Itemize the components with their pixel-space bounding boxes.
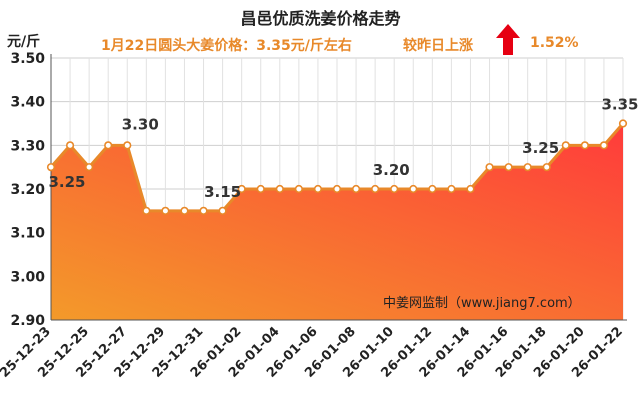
data-point (180, 206, 189, 215)
data-point (123, 141, 132, 150)
y-tick-labels: 2.90 3.00 3.10 3.20 3.30 3.40 3.50 (10, 51, 45, 329)
change-percent: 1.52% (530, 35, 579, 51)
data-point (256, 184, 265, 194)
data-point (561, 141, 570, 150)
y-axis-unit: 元/斤 (7, 34, 41, 50)
data-point (104, 141, 113, 150)
x-tick-labels: 25-12-2325-12-2525-12-2725-12-2925-12-31… (0, 324, 626, 381)
data-point (237, 184, 246, 194)
watermark: 中姜网监制（www.jiang7.com） (383, 296, 581, 311)
data-point (275, 184, 284, 194)
up-arrow-icon (496, 24, 520, 55)
chart-title: 昌邑优质洗姜价格走势 (240, 9, 401, 28)
data-label: 3.15 (204, 183, 241, 201)
data-point (313, 184, 323, 194)
data-point (351, 184, 361, 194)
data-point (199, 206, 208, 215)
data-point (466, 184, 475, 194)
data-point (371, 184, 380, 194)
data-point (523, 163, 532, 172)
y-tick-label: 3.30 (10, 138, 45, 154)
y-tick-label: 3.10 (10, 226, 45, 242)
y-tick-label: 3.00 (10, 269, 45, 285)
data-point (142, 206, 151, 215)
y-tick-label: 3.40 (10, 95, 45, 111)
data-point (580, 141, 589, 150)
data-label: 3.20 (373, 161, 410, 179)
data-point (428, 184, 437, 194)
data-point (46, 163, 56, 172)
data-point (542, 163, 551, 172)
y-tick-label: 3.50 (10, 51, 45, 67)
data-label: 3.25 (522, 139, 559, 157)
data-point (447, 184, 456, 194)
price-summary: 1月22日圆头大姜价格：3.35元/斤左右 (101, 38, 352, 54)
data-label: 3.35 (601, 96, 638, 114)
data-point (485, 163, 494, 172)
data-label: 3.30 (122, 115, 159, 133)
data-label: 3.25 (48, 173, 85, 191)
change-label: 较昨日上涨 (403, 38, 473, 54)
data-point (599, 141, 609, 150)
data-point (294, 184, 303, 194)
data-labels: 3.25 3.30 3.15 3.20 3.25 3.35 (48, 96, 638, 201)
data-point (218, 206, 227, 215)
area-path (51, 123, 623, 320)
data-point (65, 141, 75, 150)
data-point (504, 163, 513, 172)
axes (50, 54, 627, 321)
data-point (618, 119, 628, 128)
data-point (390, 184, 399, 194)
data-point (332, 184, 342, 194)
data-point (161, 206, 170, 215)
area-fill (51, 123, 623, 320)
data-point (409, 184, 418, 194)
data-points (46, 119, 628, 215)
data-point (85, 163, 94, 172)
y-tick-label: 2.90 (10, 313, 45, 329)
y-tick-label: 3.20 (10, 182, 45, 198)
